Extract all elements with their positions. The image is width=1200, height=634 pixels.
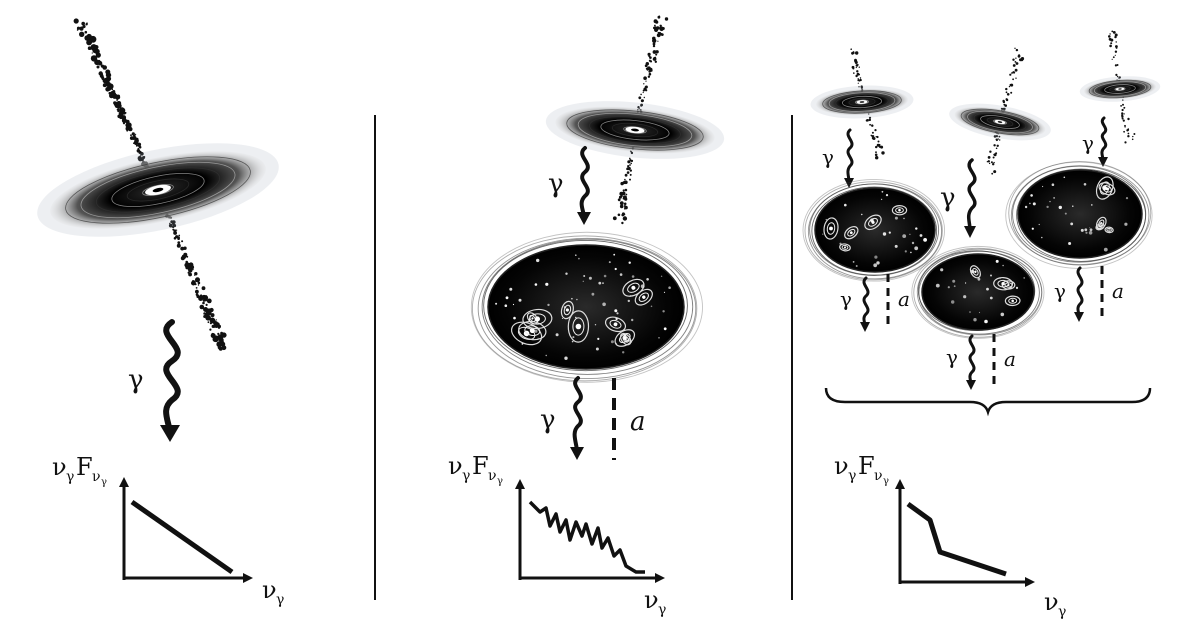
blazar-jet-lower [158,194,227,351]
photon-wave-arrow [1100,116,1108,162]
panel-3: γ γ γ γ a γ a γ a ν γ [802,30,1161,620]
photon-wave-arrow [1076,266,1084,318]
photon-label: γ [946,345,958,369]
svg-text:ν: ν [644,586,659,614]
photon-label: γ [1082,131,1094,155]
photon-wave-arrow [163,319,181,438]
panel-1: γ ν γ F ν γ ν γ [37,18,284,608]
photon-arrowhead [964,226,976,238]
spectrum-plot-3: ν γ F ν γ ν γ [834,452,1066,620]
spectrum-curve [528,500,645,574]
svg-text:ν: ν [448,452,463,480]
spectrum-plot-1: ν γ F ν γ ν γ [52,453,284,608]
x-axis-label: ν γ [262,576,284,608]
photon-arrowhead [1074,312,1084,322]
svg-text:γ: γ [1058,604,1066,620]
y-axis-label: ν γ F ν γ [52,453,107,488]
axion-label: a [898,287,910,311]
photon-label: γ [548,169,564,199]
svg-text:F: F [76,453,93,481]
photon-wave-arrow [572,376,583,454]
x-axis-label: ν γ [1044,588,1066,620]
photon-arrowhead [577,212,591,225]
svg-text:ν: ν [262,576,277,604]
photon-label: γ [822,145,834,169]
photon-label: γ [128,365,144,395]
photon-wave-arrow [862,276,870,328]
svg-text:γ: γ [658,602,666,618]
svg-text:ν: ν [488,468,497,484]
blazar-jet-lower [1117,89,1136,144]
svg-text:F: F [472,452,489,480]
svg-text:F: F [858,452,875,480]
photon-label: γ [540,405,556,435]
svg-text:γ: γ [101,477,107,488]
galaxy-cluster-icon [470,231,703,383]
photon-label: γ [840,287,852,311]
summation-brace [824,387,1152,417]
svg-text:ν: ν [834,452,849,480]
accretion-disk-icon [545,101,725,159]
axion-label: a [630,407,646,437]
svg-text:γ: γ [276,592,284,608]
galaxy-cluster-icon [911,245,1045,339]
svg-text:ν: ν [874,468,883,484]
photon-arrowhead [1098,157,1108,167]
svg-text:γ: γ [497,476,503,487]
photon-arrowhead [844,178,854,188]
photon-label: γ [1054,279,1066,303]
axion-label: a [1112,279,1124,303]
photon-arrowhead [160,425,180,442]
svg-text:γ: γ [462,468,470,484]
y-axis-label: ν γ F ν γ [448,452,503,487]
galaxy-cluster-icon [802,179,946,282]
svg-text:ν: ν [92,469,101,485]
svg-text:γ: γ [883,476,889,487]
photon-wave-arrow [968,334,976,386]
accretion-disk-icon [810,85,914,119]
spectrum-plot-2: ν γ F ν γ ν γ [448,452,666,618]
accretion-disk-icon [949,103,1051,141]
photon-arrowhead [860,322,870,332]
blazar-jet-upper [1000,47,1025,115]
photon-arrowhead [570,447,584,460]
y-axis-label: ν γ F ν γ [834,452,889,487]
photon-wave-arrow [966,158,977,232]
accretion-disk-icon [37,143,279,237]
photon-wave-arrow [846,128,854,184]
galaxy-cluster-icon [1005,161,1153,269]
photon-wave-arrow [579,146,590,220]
photon-label: γ [940,183,956,213]
svg-text:γ: γ [848,468,856,484]
spectrum-curve [906,501,1007,577]
x-axis-label: ν γ [644,586,666,618]
accretion-disk-icon [1079,76,1161,102]
blazar-jet-lower [862,105,885,160]
svg-text:γ: γ [66,469,74,485]
svg-text:ν: ν [1044,588,1059,616]
photon-arrowhead [966,380,976,390]
panel-2: γ γ a ν γ F ν γ ν γ [448,15,725,618]
svg-text:ν: ν [52,453,67,481]
spectrum-curve [130,499,234,575]
axion-label: a [1004,347,1016,371]
